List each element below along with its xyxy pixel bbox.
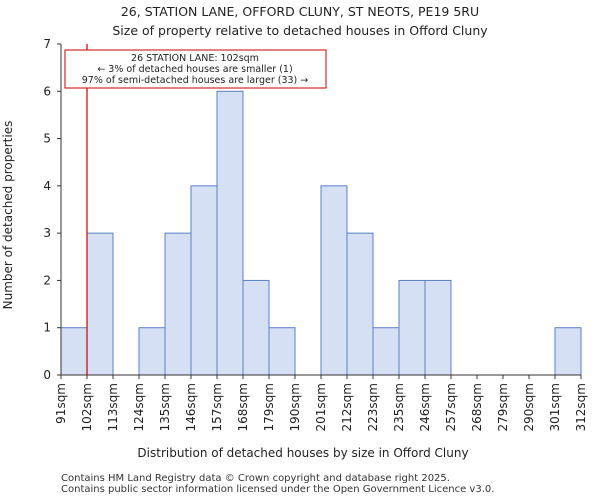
- x-ticks-group: 91sqm 102sqm 113sqm 124sqm 135sqm 146sqm 157sq…: [54, 375, 588, 431]
- x-tick-label: 124sqm: [132, 383, 146, 431]
- x-tick-label: 301sqm: [548, 383, 562, 431]
- x-tick-label: 91sqm: [54, 383, 68, 424]
- x-tick-label: 235sqm: [392, 383, 406, 431]
- bar-102sqm: [86, 232, 114, 376]
- bar-168sqm: [242, 279, 270, 376]
- x-tick-label: 157sqm: [210, 383, 224, 431]
- bar-235sqm: [398, 279, 426, 376]
- y-tick-label: 0: [43, 368, 51, 382]
- x-tick-label: 190sqm: [288, 383, 302, 431]
- x-tick-label: 268sqm: [470, 383, 484, 431]
- x-tick-label: 113sqm: [106, 383, 120, 431]
- y-tick-label: 6: [43, 84, 51, 98]
- y-tick-label: 3: [43, 226, 51, 240]
- x-tick-label: 246sqm: [418, 383, 432, 431]
- chart-title: 26, STATION LANE, OFFORD CLUNY, ST NEOTS…: [120, 4, 480, 19]
- bar-201sqm: [320, 185, 348, 376]
- bar-157sqm: [216, 90, 244, 376]
- annotation-box: 26 STATION LANE: 102sqm ← 3% of detached…: [64, 49, 327, 89]
- footer-line-2: Contains public sector information licen…: [61, 484, 495, 495]
- bars-group: [60, 90, 582, 376]
- y-ticks-group: 0 1 2 3 4 5 6 7: [43, 37, 61, 382]
- x-tick-label: 179sqm: [262, 383, 276, 431]
- y-axis-title: Number of detached properties: [1, 121, 15, 310]
- x-tick-label: 102sqm: [80, 383, 94, 431]
- bar-246sqm: [424, 279, 452, 376]
- chart-subtitle: Size of property relative to detached ho…: [112, 23, 488, 38]
- bar-146sqm: [190, 185, 218, 376]
- x-tick-label: 257sqm: [444, 383, 458, 431]
- annotation-line-3: 97% of semi-detached houses are larger (…: [82, 75, 309, 86]
- y-tick-label: 4: [43, 179, 51, 193]
- y-tick-label: 1: [43, 321, 51, 335]
- y-tick-label: 2: [43, 273, 51, 287]
- bar-223sqm: [372, 327, 400, 376]
- annotation-line-1: 26 STATION LANE: 102sqm: [131, 53, 259, 64]
- x-axis-title: Distribution of detached houses by size …: [137, 446, 468, 460]
- x-tick-label: 201sqm: [314, 383, 328, 431]
- y-tick-label: 7: [43, 37, 51, 51]
- x-tick-label: 279sqm: [496, 383, 510, 431]
- x-tick-label: 146sqm: [184, 383, 198, 431]
- x-tick-label: 168sqm: [236, 383, 250, 431]
- x-tick-label: 312sqm: [574, 383, 588, 431]
- bar-124sqm: [138, 327, 166, 376]
- bar-91sqm: [60, 327, 88, 376]
- bar-135sqm: [164, 232, 192, 376]
- annotation-line-2: ← 3% of detached houses are smaller (1): [97, 64, 292, 75]
- x-tick-label: 212sqm: [340, 383, 354, 431]
- bar-301sqm: [554, 327, 582, 376]
- bar-212sqm: [346, 232, 374, 376]
- y-tick-label: 5: [43, 132, 51, 146]
- x-tick-label: 223sqm: [366, 383, 380, 431]
- x-tick-label: 290sqm: [522, 383, 536, 431]
- bar-179sqm: [268, 327, 296, 376]
- x-tick-label: 135sqm: [158, 383, 172, 431]
- footer-line-1: Contains HM Land Registry data © Crown c…: [61, 473, 450, 484]
